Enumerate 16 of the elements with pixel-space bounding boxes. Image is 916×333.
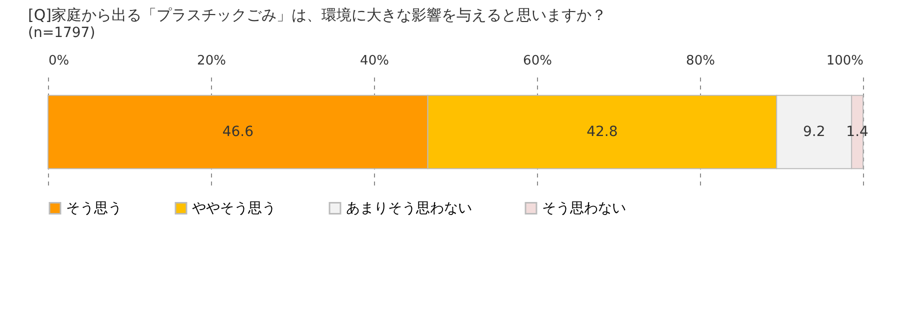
x-tick-label: 0% — [48, 54, 70, 68]
data-label: 42.8 — [586, 124, 618, 140]
data-label: 46.6 — [222, 124, 254, 140]
legend-label: そう思う — [66, 200, 122, 216]
legend-label: そう思わない — [542, 200, 626, 216]
x-tick-label: 60% — [523, 54, 552, 68]
x-tick-label: 100% — [826, 54, 864, 68]
legend-label: あまりそう思わない — [346, 200, 472, 216]
legend-label: ややそう思う — [192, 200, 276, 216]
x-tick-label: 80% — [686, 54, 715, 68]
chart-title: [Q]家庭から出る「プラスチックごみ」は、環境に大きな影響を与えると思いますか？ — [28, 6, 607, 24]
chart-subtitle: (n=1797) — [28, 25, 96, 41]
data-label: 1.4 — [846, 124, 869, 140]
x-tick-label: 40% — [360, 54, 389, 68]
data-label: 9.2 — [802, 124, 826, 140]
x-tick-label: 20% — [197, 54, 226, 68]
